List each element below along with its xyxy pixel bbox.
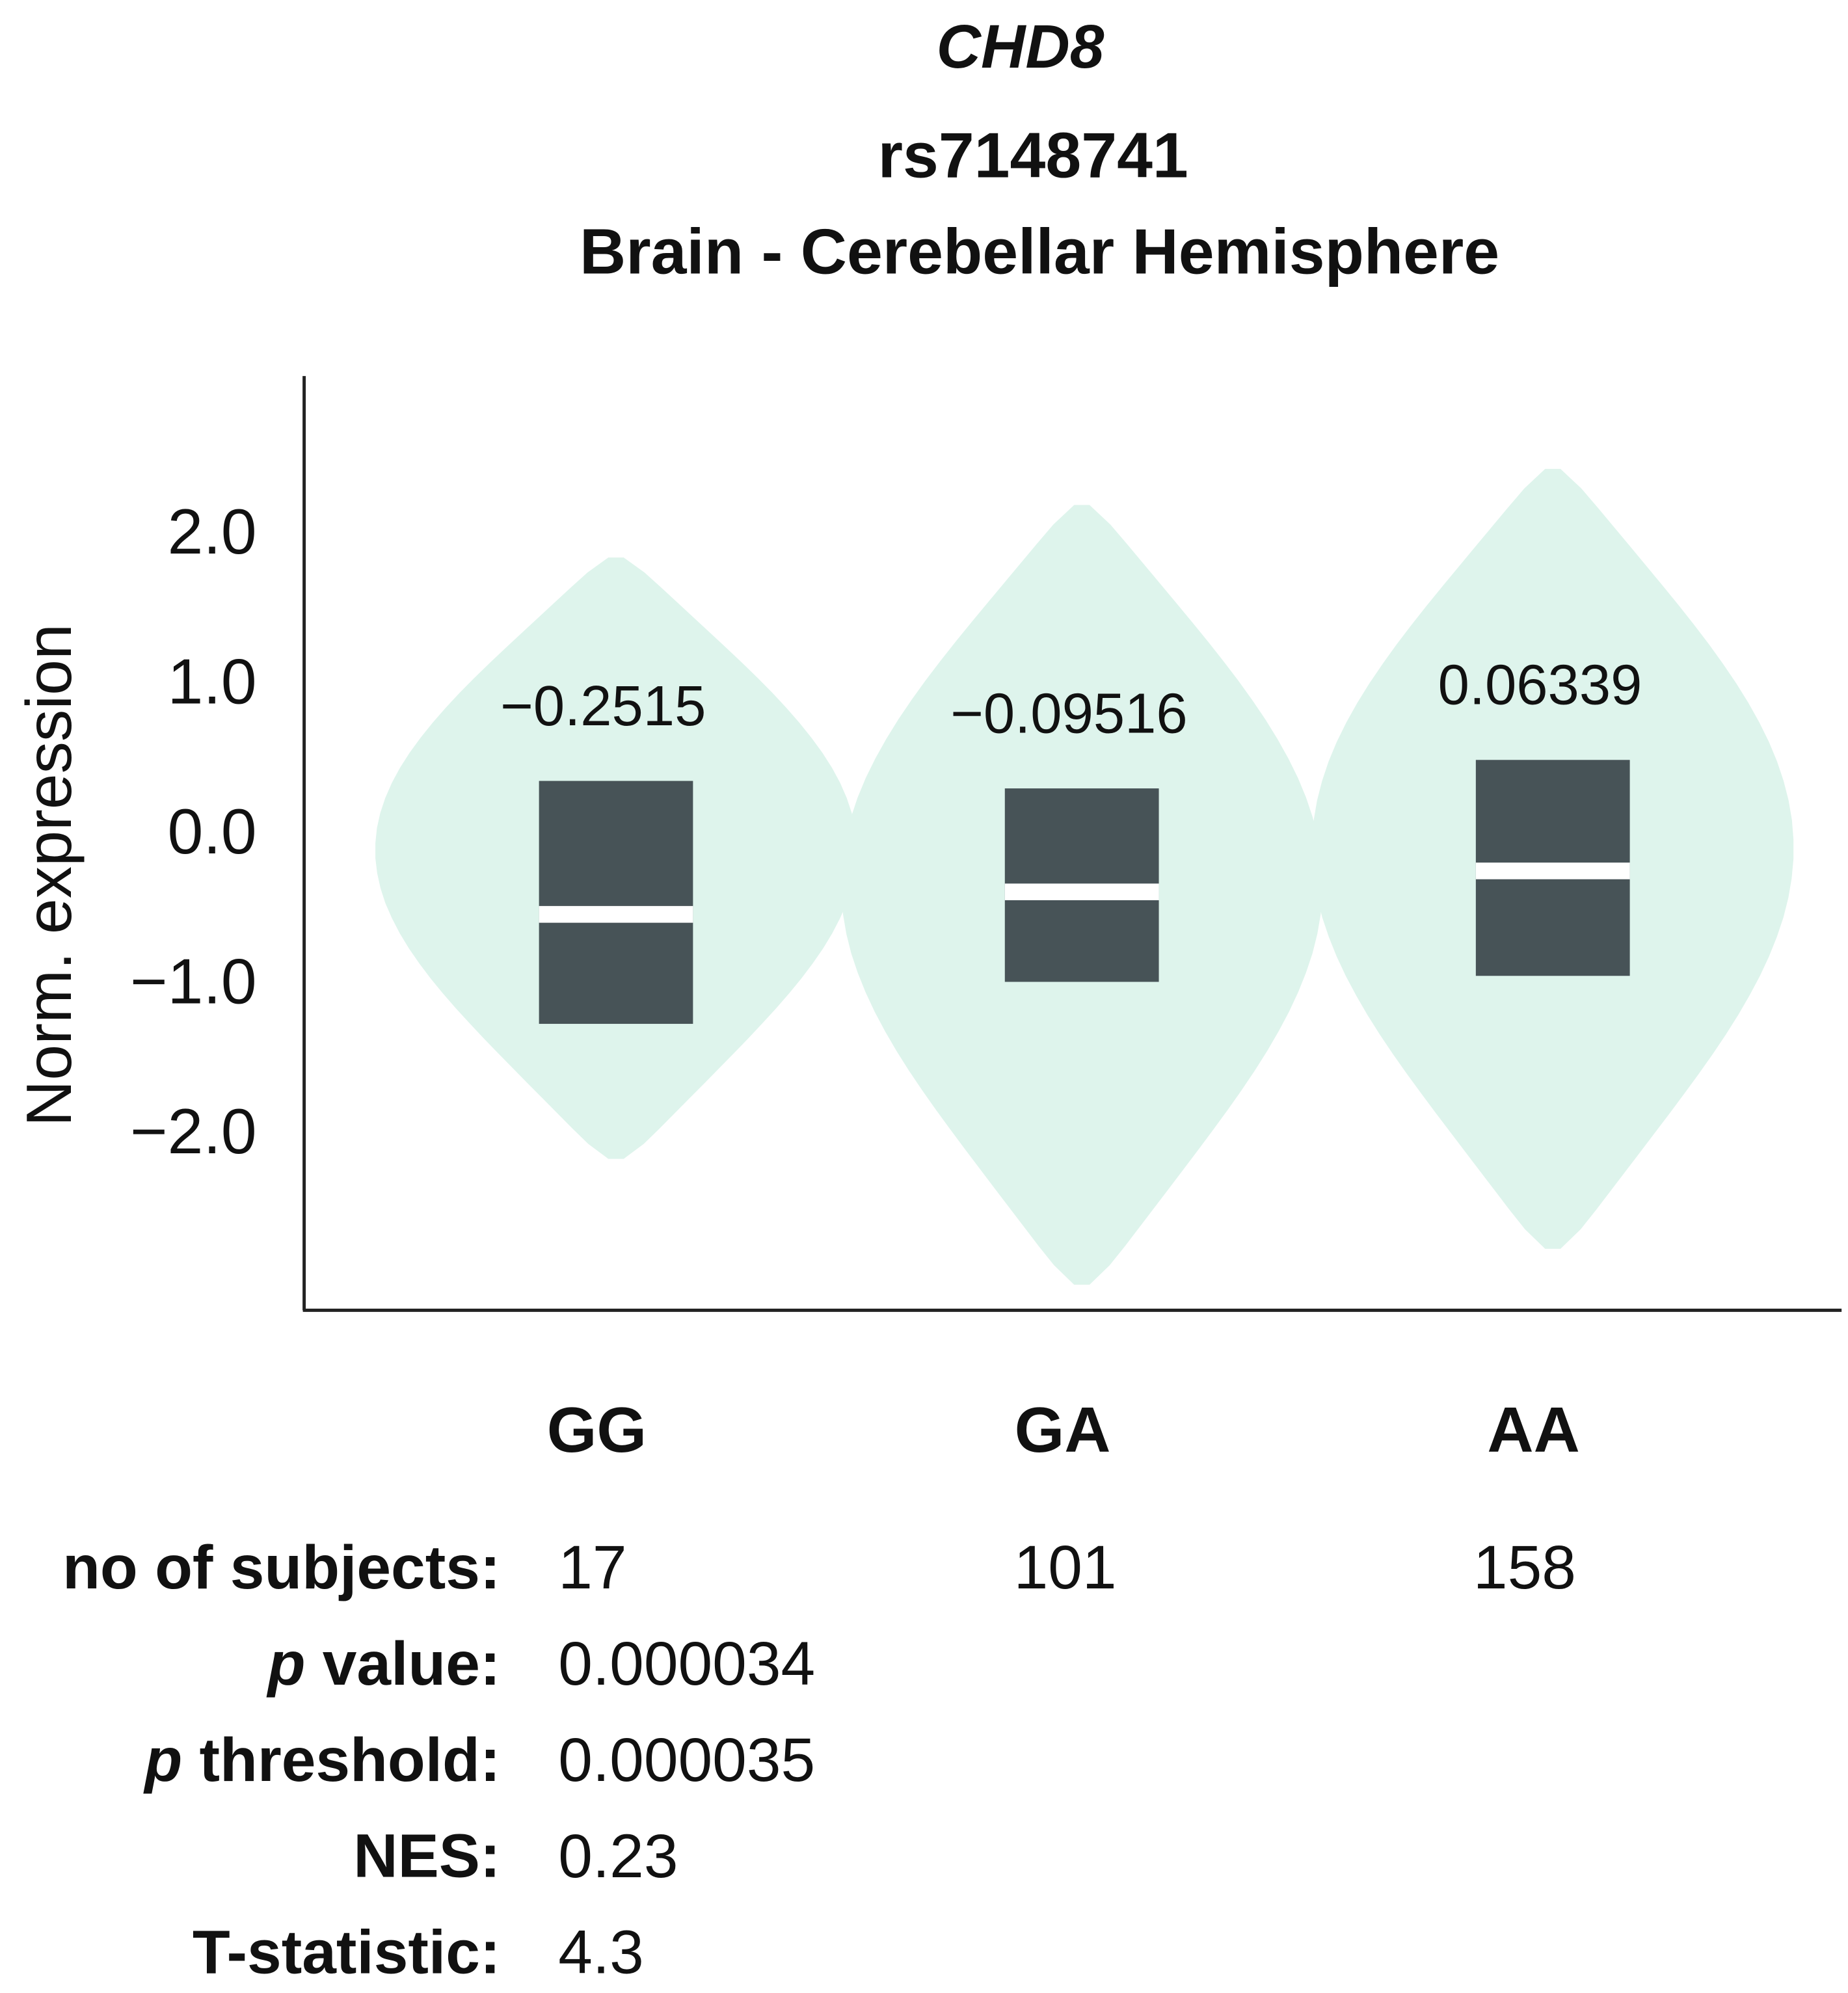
x-tick-label: AA: [1487, 1394, 1579, 1465]
stats-label-text: threshold:: [182, 1726, 500, 1795]
stats-label: no of subjects:: [62, 1533, 500, 1602]
stats-label: p threshold:: [142, 1726, 500, 1795]
y-tick-label: 0.0: [167, 796, 256, 867]
y-tick-label: −2.0: [130, 1095, 257, 1167]
stats-value: 158: [1473, 1533, 1576, 1602]
x-tick-label: GA: [1015, 1394, 1111, 1465]
y-axis-title: Norm. expression: [13, 624, 85, 1127]
stats-value: 101: [1014, 1533, 1117, 1602]
value-annotation: 0.06339: [1438, 654, 1642, 717]
stats-label-text: value:: [305, 1629, 500, 1698]
chart-title: CHD8: [937, 12, 1105, 81]
y-tick-label: −1.0: [130, 945, 257, 1017]
stats-value: 0.23: [558, 1822, 678, 1891]
stats-value: 17: [558, 1533, 626, 1602]
chart-subtitle: rs7148741: [878, 120, 1188, 191]
stats-label-text: T-statistic:: [193, 1918, 501, 1987]
x-tick-label: GG: [547, 1394, 647, 1465]
stats-label-text: no of subjects:: [62, 1533, 500, 1602]
y-tick-label: 1.0: [167, 645, 256, 717]
stats-label: p value:: [266, 1629, 501, 1698]
stats-value: 0.000034: [558, 1629, 815, 1698]
stats-label: T-statistic:: [193, 1918, 501, 1987]
y-tick-label: 2.0: [167, 496, 256, 567]
stats-label-text: NES:: [353, 1822, 500, 1891]
stats-label-italic: p: [266, 1629, 306, 1698]
value-annotation: −0.2515: [500, 675, 706, 738]
box: [539, 781, 693, 1024]
stats-label: NES:: [353, 1822, 500, 1891]
stats-label-italic: p: [142, 1726, 182, 1795]
stats-value: 0.000035: [558, 1726, 815, 1795]
stats-value: 4.3: [558, 1918, 644, 1987]
tissue-title: Brain - Cerebellar Hemisphere: [580, 216, 1499, 288]
value-annotation: −0.09516: [950, 682, 1187, 745]
